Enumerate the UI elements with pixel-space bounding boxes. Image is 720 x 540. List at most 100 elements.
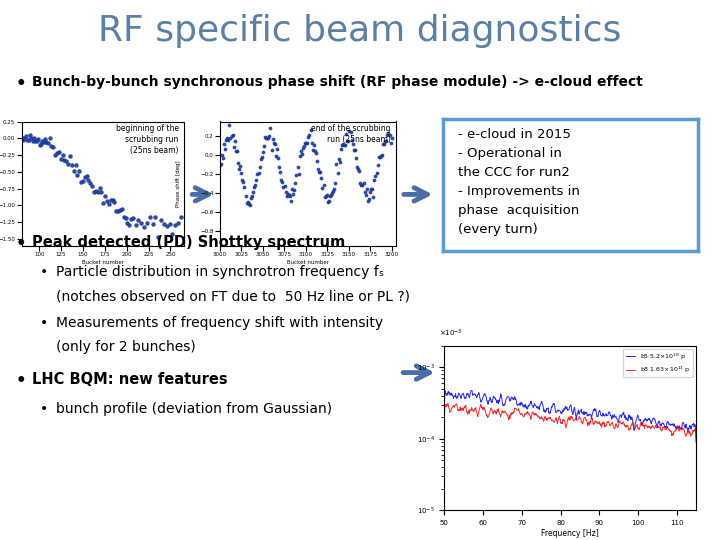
Point [77, 177, 89, 185]
Text: •: • [16, 75, 27, 92]
Point [381, 137, 392, 145]
Point [324, 192, 336, 200]
b8 1.63×10$^{11}$ p [589, 421, 598, 427]
Text: Bunch-by-bunch synchronous phase shift (RF phase module) -> e-cloud effect: Bunch-by-bunch synchronous phase shift (… [32, 75, 643, 89]
Point [57, 150, 68, 159]
Point [330, 159, 342, 168]
Point [311, 156, 323, 165]
Point [326, 188, 338, 197]
b8 1.63×10$^{11}$ p [608, 421, 617, 428]
Text: - e-cloud in 2015
- Operational in
the CCC for run2
- Improvements in
phase  acq: - e-cloud in 2015 - Operational in the C… [458, 128, 580, 236]
b8 1.63×10$^{11}$ p [444, 400, 452, 407]
Point [70, 161, 81, 170]
Point [94, 183, 105, 192]
Point [16, 134, 27, 143]
Point [215, 159, 227, 168]
Point [367, 193, 379, 201]
Point [167, 230, 179, 238]
Point [233, 159, 244, 167]
Point [363, 195, 374, 204]
Point [287, 185, 298, 193]
Point [244, 201, 256, 210]
X-axis label: Bucket number: Bucket number [287, 260, 329, 265]
Point [24, 131, 36, 140]
Point [358, 179, 369, 187]
Point [341, 130, 352, 138]
Point [156, 216, 167, 225]
Point [175, 213, 186, 221]
Point [251, 176, 262, 185]
Text: RF specific beam diagnostics: RF specific beam diagnostics [99, 14, 621, 48]
Point [127, 213, 138, 222]
Point [306, 139, 318, 147]
Line: b5 5.2×10$^{10}$ p: b5 5.2×10$^{10}$ p [444, 390, 696, 443]
Point [349, 146, 361, 154]
Point [350, 154, 361, 163]
Point [351, 163, 363, 171]
Point [130, 220, 141, 229]
Point [135, 218, 147, 227]
Point [337, 140, 348, 149]
b5 5.2×10$^{10}$ p [467, 387, 476, 394]
Point [343, 137, 354, 145]
Point [310, 148, 322, 157]
Point [322, 198, 333, 206]
Point [294, 152, 305, 160]
Point [96, 188, 107, 197]
b8 1.63×10$^{11}$ p [440, 416, 449, 422]
b5 5.2×10$^{10}$ p [608, 414, 617, 421]
Point [229, 137, 240, 145]
Point [246, 192, 258, 200]
Point [147, 220, 158, 229]
Point [300, 139, 311, 147]
Point [218, 140, 230, 149]
Point [224, 120, 235, 129]
Point [279, 182, 290, 191]
Point [92, 187, 104, 196]
Point [366, 185, 378, 193]
Point [359, 187, 370, 196]
Point [334, 158, 346, 166]
Point [227, 131, 238, 139]
Point [265, 124, 276, 132]
Point [107, 196, 118, 205]
Line: b8 1.63×10$^{11}$ p: b8 1.63×10$^{11}$ p [444, 403, 696, 442]
Point [63, 160, 74, 168]
Point [361, 185, 372, 193]
Point [120, 213, 131, 222]
Point [252, 170, 264, 179]
Point [328, 185, 340, 193]
Point [220, 145, 231, 153]
Point [371, 168, 382, 177]
Point [296, 150, 307, 158]
Point [216, 151, 228, 159]
Point [31, 137, 42, 145]
Point [248, 187, 259, 196]
Point [164, 219, 176, 228]
Point [228, 143, 240, 151]
Point [280, 187, 292, 196]
Point [317, 184, 328, 192]
Point [34, 140, 45, 149]
Point [300, 139, 312, 147]
Point [132, 215, 144, 224]
Point [90, 187, 102, 195]
Point [123, 221, 135, 230]
Point [285, 197, 297, 205]
Point [321, 191, 333, 199]
Point [22, 136, 33, 145]
Point [125, 214, 137, 223]
Point [276, 176, 287, 185]
Point [169, 221, 181, 230]
Point [254, 163, 266, 171]
Point [37, 137, 48, 145]
Point [335, 145, 346, 154]
Point [302, 132, 314, 141]
Point [58, 156, 70, 165]
Point [109, 198, 120, 207]
b8 1.63×10$^{11}$ p [692, 439, 701, 446]
Point [138, 223, 150, 232]
Point [341, 137, 353, 145]
Y-axis label: Phase shift [deg]: Phase shift [deg] [176, 160, 181, 207]
Point [76, 178, 87, 186]
